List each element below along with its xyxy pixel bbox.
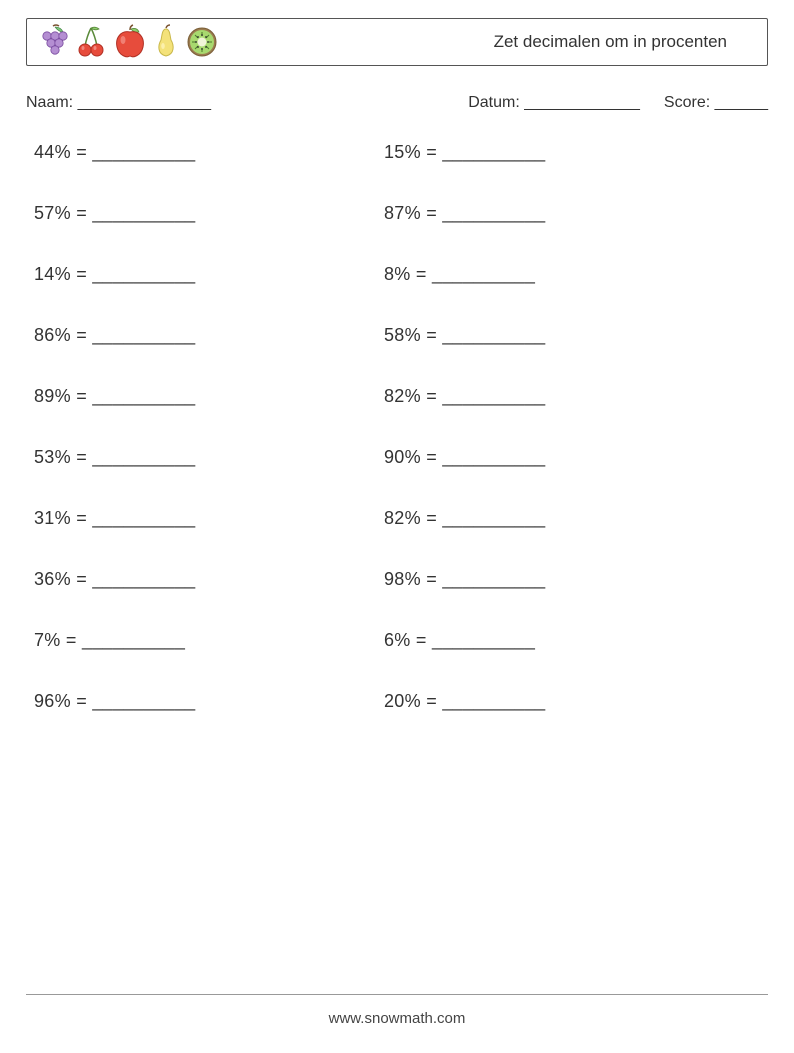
score-field: Score: ______ [664,94,768,112]
problem-item: 86% = __________ [34,325,384,346]
problem-item: 31% = __________ [34,508,384,529]
problem-item: 8% = __________ [384,264,734,285]
problem-item: 20% = __________ [384,691,734,712]
problem-item: 15% = __________ [384,142,734,163]
date-field: Datum: _____________ [468,94,640,112]
problem-item: 58% = __________ [384,325,734,346]
info-row: Naam: _______________ Datum: ___________… [26,94,768,112]
problem-item: 57% = __________ [34,203,384,224]
footer-url: www.snowmath.com [0,1010,794,1027]
problem-item: 82% = __________ [384,508,734,529]
apple-icon [113,24,147,60]
problem-item: 36% = __________ [34,569,384,590]
problem-item: 7% = __________ [34,630,384,651]
problem-item: 14% = __________ [34,264,384,285]
problems-grid: 44% = __________15% = __________ 57% = __… [26,142,768,712]
problem-item: 53% = __________ [34,447,384,468]
problem-item: 90% = __________ [384,447,734,468]
header-box: Zet decimalen om in procenten [26,18,768,66]
problem-item: 82% = __________ [384,386,734,407]
name-field: Naam: _______________ [26,94,211,112]
problem-item: 6% = __________ [384,630,734,651]
kiwi-icon [185,24,219,60]
pear-icon [153,24,179,60]
problem-item: 89% = __________ [34,386,384,407]
cherries-icon [75,24,107,60]
fruit-icons-row [37,24,219,60]
footer-divider [26,994,768,995]
worksheet-title: Zet decimalen om in procenten [494,32,727,52]
problem-item: 96% = __________ [34,691,384,712]
problem-item: 87% = __________ [384,203,734,224]
grapes-icon [37,24,69,60]
problem-item: 44% = __________ [34,142,384,163]
problem-item: 98% = __________ [384,569,734,590]
